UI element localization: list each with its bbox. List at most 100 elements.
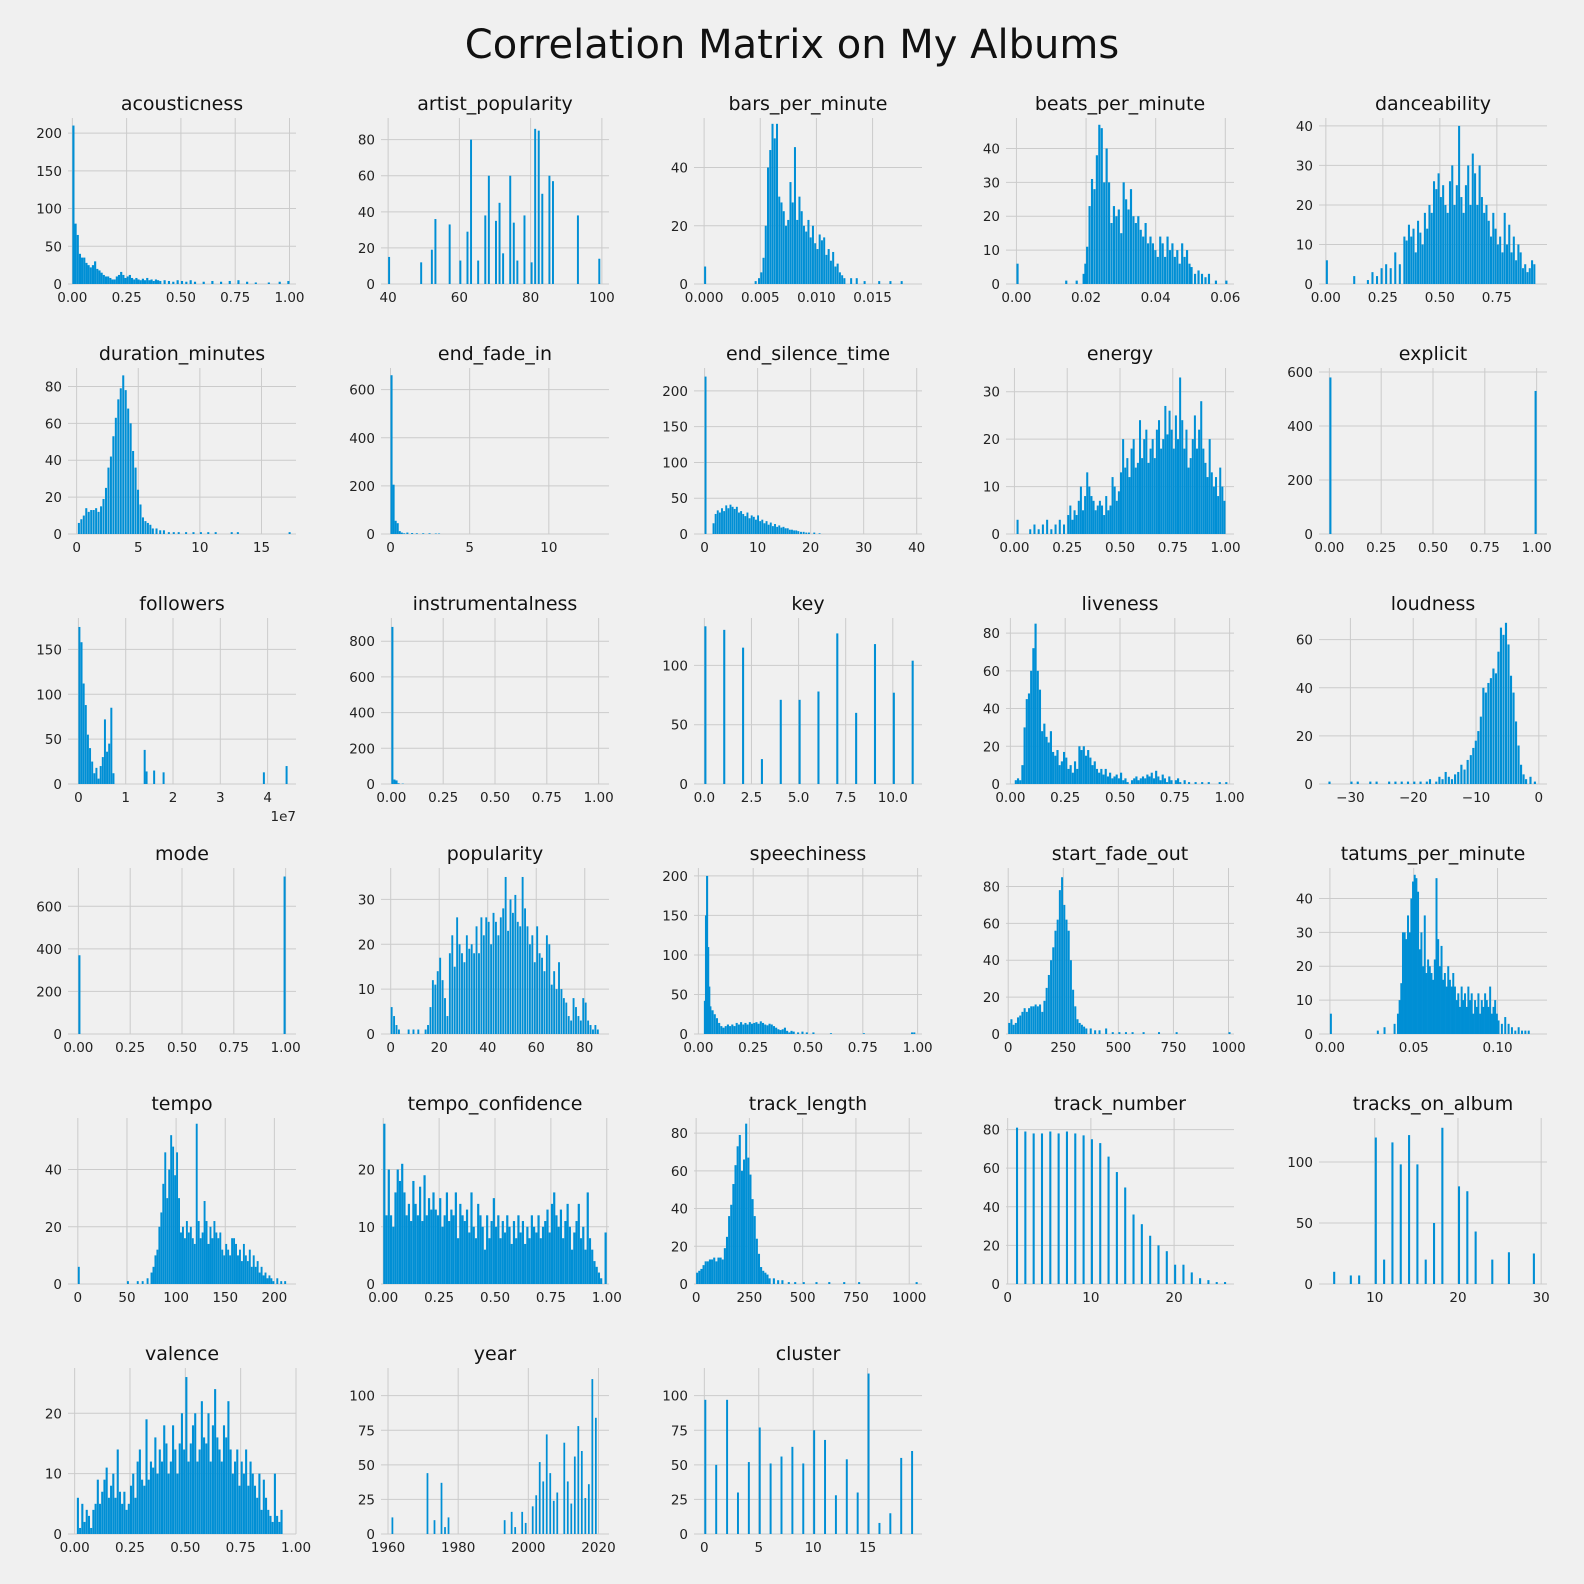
y-tick-label: 200 [662,384,688,400]
histogram-bar [252,1255,255,1284]
histogram-bar [589,1025,592,1034]
histogram-bar [1105,496,1108,534]
histogram-bar [256,1261,259,1284]
histogram-bar [1477,993,1480,1034]
histogram-bar [556,1492,559,1534]
histogram-bar [127,1503,130,1534]
histogram-bar [1110,223,1113,284]
y-tick-label: 30 [983,385,1000,401]
histogram-bar [166,1198,169,1284]
x-tick-label: 15 [253,540,270,556]
histogram-bar [487,921,490,1034]
y-tick-label: 20 [1296,729,1313,745]
histogram-bar [1522,774,1525,784]
x-tick-label: 100 [163,1290,189,1306]
x-tick-label: 0.000 [685,290,724,306]
histogram-bar [1495,1013,1498,1034]
x-tick-label: 0.25 [424,1290,454,1306]
histogram-bar [759,1021,762,1034]
histogram-bar [555,1215,558,1284]
histogram-bar [1117,778,1120,784]
histogram-bar [544,1221,547,1284]
x-tick-label: 1.00 [1211,540,1241,556]
histogram-bar [774,523,776,534]
x-tick-label: 60 [528,1040,545,1056]
x-tick-label: 10 [540,540,557,556]
histogram-bar [1447,966,1450,1034]
histogram-bar [792,1031,795,1034]
histogram-bar [579,1020,582,1034]
histogram-bar [778,525,781,534]
y-tick-label: 200 [36,984,62,1000]
histogram-bar [1531,260,1534,284]
histogram-bar [233,1238,236,1284]
histogram-bar [1168,776,1171,784]
x-tick-label: 0.25 [1050,790,1080,806]
histogram-bar [397,783,400,784]
histogram-bar [403,1192,406,1284]
histogram-bar [717,1257,720,1284]
histogram-bar [1398,1000,1401,1034]
histogram-bar [164,1152,167,1284]
subplot-title: danceability [1375,93,1491,115]
histogram-bar [1515,260,1518,284]
histogram-bar [911,1032,914,1034]
y-tick-label: 20 [983,739,1000,755]
histogram-bar [538,953,541,1034]
histogram-bar [81,257,84,284]
histogram-bar [187,1232,190,1284]
histogram-bar [582,1226,585,1284]
histogram-bar [1056,750,1059,784]
histogram-bar [1084,496,1087,534]
x-tick-label: 0.50 [1105,790,1135,806]
histogram-bar [594,1025,597,1034]
histogram-bar [102,498,105,534]
histogram-bar [1057,1133,1060,1284]
histogram-bar [1199,1278,1202,1284]
histogram-bar [788,529,791,534]
x-tick-label: 5 [465,540,474,556]
histogram-bar [112,773,115,784]
histogram-bar [1328,781,1331,784]
histogram-bar [1109,772,1112,784]
histogram-bar [1494,1000,1497,1034]
histogram-bar [1084,755,1088,784]
histogram-bar [738,1134,741,1284]
histogram-bar [426,1473,429,1534]
y-tick-label: 75 [671,1423,688,1439]
histogram-bar [761,1022,765,1034]
histogram-bar [1396,1013,1399,1034]
histogram-bar [704,1399,707,1534]
histogram-bar [155,528,158,534]
x-tick-label: 0.04 [1141,290,1171,306]
x-tick-label: 3 [216,790,225,806]
histogram-bar [214,1389,217,1534]
histogram-bar [1165,1251,1168,1284]
x-tick-label: −20 [1399,790,1428,806]
histogram-bar [1107,1156,1110,1284]
histogram-bar [1115,774,1118,784]
histogram-bar [1074,1006,1077,1034]
histogram-bar [1163,778,1166,784]
histogram-bar [194,1413,197,1534]
histogram-bar [431,980,434,1034]
x-tick-label: 0.00 [60,1540,90,1556]
y-tick-label: 600 [349,383,375,399]
histogram-bar [1503,212,1506,284]
histogram-bar [1054,755,1057,784]
histogram-bar [793,147,796,284]
histogram-bar [775,1027,778,1034]
histogram-bar [744,516,747,534]
histogram-bar [1497,651,1500,784]
histogram-bar [1405,240,1408,284]
histogram-bar [813,1430,816,1534]
histogram-bar [225,1437,228,1534]
histogram-bar [1149,236,1152,284]
histogram-bar [157,280,160,284]
histogram-bar [124,390,127,534]
histogram-bar [818,234,821,284]
x-tick-label: 50 [118,1290,135,1306]
histogram-bar [728,1216,731,1284]
